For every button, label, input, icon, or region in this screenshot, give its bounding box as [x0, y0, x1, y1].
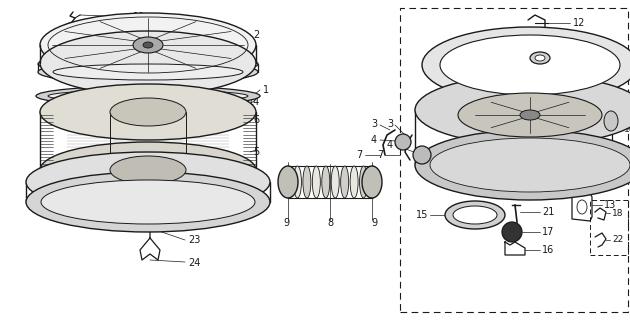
Ellipse shape [395, 134, 411, 150]
Ellipse shape [530, 52, 550, 64]
Text: 11: 11 [573, 53, 585, 63]
Ellipse shape [331, 166, 339, 198]
Text: 6: 6 [253, 115, 259, 125]
Ellipse shape [110, 98, 186, 126]
Text: 15: 15 [416, 210, 428, 220]
Ellipse shape [40, 31, 256, 95]
Ellipse shape [430, 138, 630, 192]
Ellipse shape [604, 111, 618, 131]
Ellipse shape [41, 180, 255, 224]
Text: 20: 20 [573, 70, 585, 80]
Ellipse shape [38, 60, 258, 84]
Ellipse shape [40, 84, 256, 140]
Bar [400, 8, 628, 312]
Ellipse shape [422, 27, 630, 103]
Text: 14: 14 [248, 97, 260, 107]
Text: 12: 12 [573, 18, 585, 28]
Ellipse shape [440, 35, 620, 95]
Ellipse shape [502, 222, 522, 242]
Ellipse shape [369, 166, 377, 198]
Text: 22: 22 [612, 236, 623, 244]
Text: 24: 24 [188, 258, 200, 268]
Ellipse shape [284, 166, 292, 198]
Ellipse shape [133, 37, 163, 53]
Ellipse shape [294, 166, 301, 198]
Text: 10: 10 [624, 125, 630, 134]
Ellipse shape [110, 156, 186, 184]
Text: 16: 16 [542, 245, 554, 255]
Text: 17: 17 [542, 227, 554, 237]
Text: 13: 13 [604, 200, 616, 210]
Ellipse shape [350, 166, 358, 198]
Text: 4: 4 [371, 135, 377, 145]
Text: 18: 18 [612, 209, 624, 218]
Ellipse shape [53, 64, 243, 80]
Text: 5: 5 [253, 147, 260, 157]
Ellipse shape [143, 42, 153, 48]
Text: 7: 7 [356, 150, 362, 160]
Ellipse shape [535, 55, 545, 61]
Text: 3: 3 [387, 119, 393, 129]
Ellipse shape [40, 13, 256, 77]
Ellipse shape [312, 166, 320, 198]
Ellipse shape [341, 166, 348, 198]
Ellipse shape [520, 110, 540, 120]
Ellipse shape [48, 90, 248, 102]
Text: 19: 19 [133, 12, 146, 22]
Ellipse shape [453, 206, 497, 224]
Ellipse shape [362, 166, 382, 198]
Bar [590, 200, 628, 255]
Text: 6: 6 [588, 70, 594, 80]
Ellipse shape [413, 146, 431, 164]
Text: 9: 9 [283, 218, 289, 228]
Ellipse shape [38, 52, 258, 76]
Text: 9: 9 [371, 218, 377, 228]
Text: 3: 3 [371, 119, 377, 129]
Text: 21: 21 [542, 207, 554, 217]
Ellipse shape [26, 172, 270, 232]
Ellipse shape [458, 93, 602, 137]
Text: 8: 8 [327, 218, 333, 228]
Ellipse shape [445, 201, 505, 229]
Ellipse shape [26, 152, 270, 212]
Text: 23: 23 [188, 235, 200, 245]
Ellipse shape [415, 75, 630, 145]
Ellipse shape [415, 130, 630, 200]
Ellipse shape [360, 166, 367, 198]
Ellipse shape [322, 166, 329, 198]
Ellipse shape [303, 166, 311, 198]
Text: 2: 2 [253, 30, 260, 40]
Ellipse shape [278, 166, 298, 198]
Text: 1: 1 [263, 85, 269, 95]
Ellipse shape [36, 86, 260, 106]
Ellipse shape [40, 142, 256, 198]
Text: 4: 4 [387, 140, 393, 150]
Text: 7: 7 [377, 150, 383, 160]
